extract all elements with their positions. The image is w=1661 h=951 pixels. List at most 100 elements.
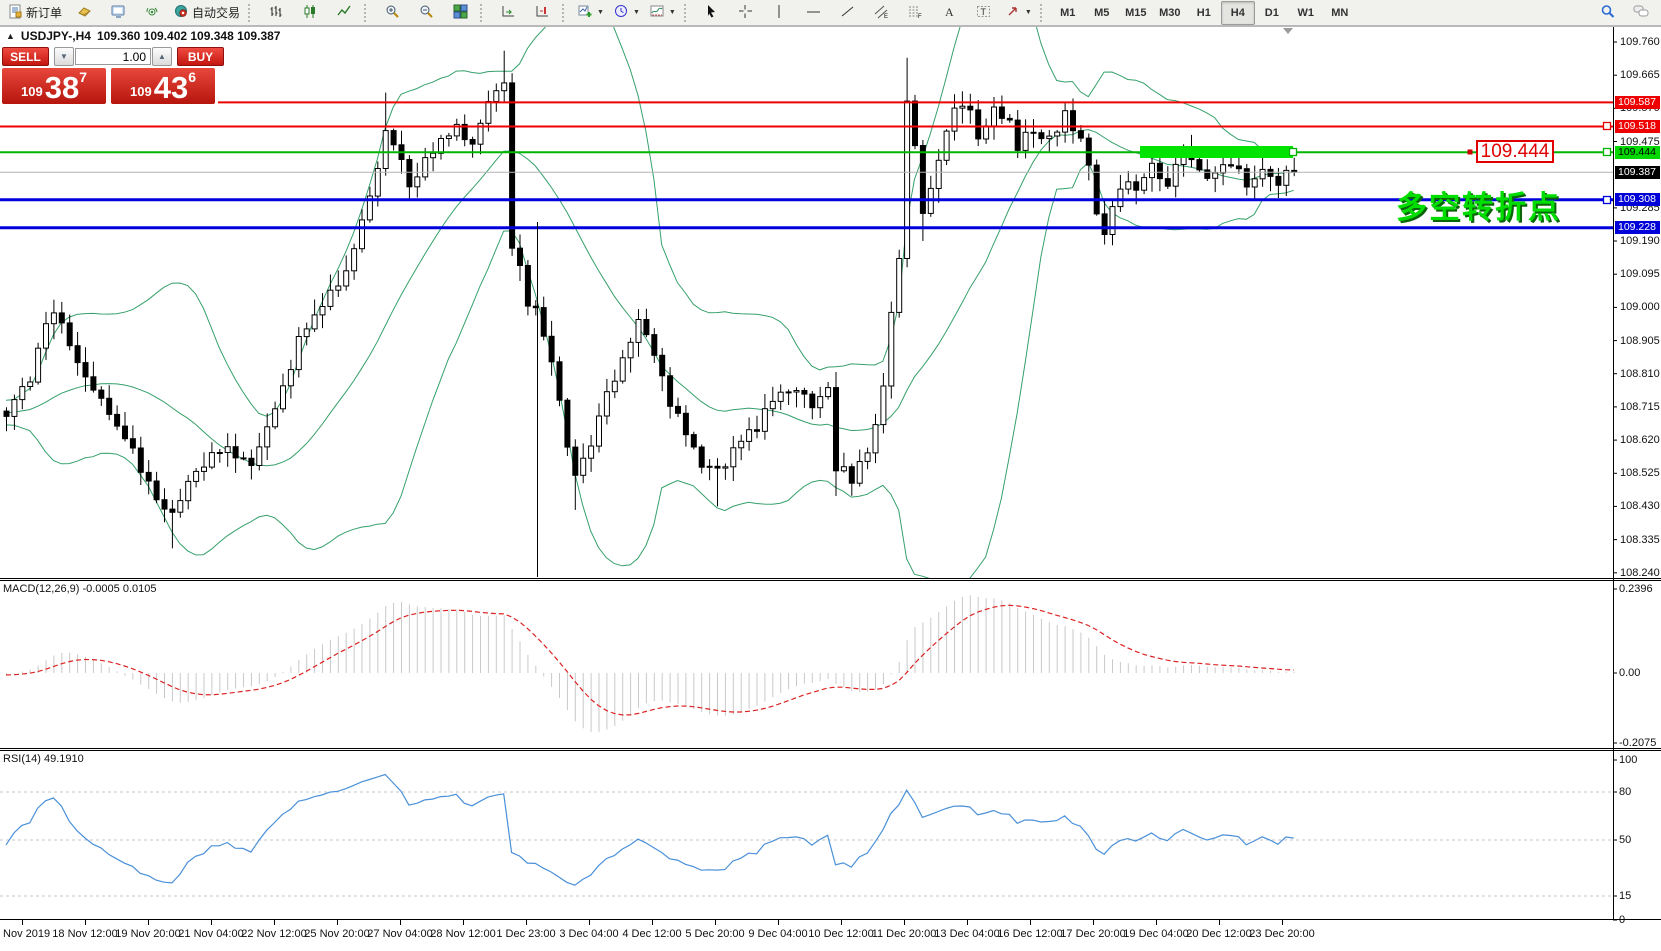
clock-icon: [614, 4, 629, 22]
cursor-button[interactable]: [695, 1, 729, 25]
candle-body: [548, 335, 555, 363]
macd-tick-label: -0.2075: [1619, 737, 1657, 749]
time-tick-label: 27 Nov 04:00: [367, 928, 433, 940]
candle-body: [998, 106, 1005, 119]
timeframe-h1-button[interactable]: H1: [1196, 6, 1211, 19]
label-icon: T: [976, 4, 991, 22]
price-tick-label: 108.335: [1620, 533, 1660, 546]
line-anchor-handle[interactable]: [1467, 149, 1473, 155]
text-button[interactable]: A: [933, 1, 967, 25]
sell-price-display[interactable]: 109 38 7: [2, 68, 106, 104]
timeframe-m30-button[interactable]: M30: [1159, 6, 1181, 19]
candle-body: [896, 258, 903, 313]
auto-trading-button[interactable]: 自动交易: [169, 1, 245, 25]
template-icon: [650, 4, 665, 22]
templates-dropdown[interactable]: ▼: [645, 1, 681, 25]
candle-body: [374, 168, 381, 197]
terminal-button[interactable]: [101, 1, 135, 25]
volume-down-button[interactable]: ▼: [54, 47, 74, 66]
tile-icon: [453, 4, 468, 22]
text-icon: A: [942, 4, 957, 22]
time-tick-label: 9 Dec 04:00: [748, 928, 808, 940]
metaeditor-button[interactable]: [67, 1, 101, 25]
new-chart-dropdown[interactable]: ▼: [573, 1, 609, 25]
line-anchor-handle[interactable]: [1602, 121, 1612, 131]
crosshair-button[interactable]: [729, 1, 763, 25]
price-text-label[interactable]: 109.444: [1476, 140, 1554, 163]
candle-body: [1109, 206, 1116, 236]
highlight-bar[interactable]: [1140, 146, 1293, 158]
candle-body: [1125, 181, 1132, 190]
vline-button[interactable]: [763, 1, 797, 25]
price-tick-label: 109.190: [1620, 235, 1660, 248]
arrows-dropdown[interactable]: ▼: [1001, 1, 1037, 25]
periods-dropdown[interactable]: ▼: [609, 1, 645, 25]
channel-button[interactable]: E: [865, 1, 899, 25]
candle-body: [509, 82, 516, 249]
candle-body: [1014, 119, 1021, 151]
volume-up-button[interactable]: ▲: [152, 47, 172, 66]
candle-body: [935, 159, 942, 190]
line-anchor-handle[interactable]: [1602, 195, 1612, 205]
line-anchor-handle[interactable]: [1288, 147, 1298, 157]
buy-price-display[interactable]: 109 43 6: [111, 68, 215, 104]
toolbar-grip: [562, 3, 570, 22]
zoom-in-button[interactable]: [375, 1, 409, 25]
timeframe-m15-button[interactable]: M15: [1125, 6, 1147, 19]
timeframe-h4-button[interactable]: H4: [1220, 0, 1255, 25]
sell-button[interactable]: SELL: [2, 47, 49, 66]
price-tick-label: 108.905: [1620, 334, 1660, 347]
strategy-tester-button[interactable]: [135, 1, 169, 25]
candle-body: [754, 429, 760, 432]
pivot-annotation-text[interactable]: 多空转折点: [1396, 190, 1561, 225]
candle-body: [951, 107, 958, 132]
timeframe-mn-button[interactable]: MN: [1331, 6, 1349, 19]
price-tick-label: 109.665: [1620, 69, 1660, 82]
autotrade-icon: [174, 4, 189, 22]
volume-input[interactable]: [75, 48, 151, 65]
candle-body: [1204, 169, 1211, 179]
price-level-tag: 109.444: [1615, 145, 1660, 159]
candle-chart-button[interactable]: [293, 1, 327, 25]
new-order-button[interactable]: 新订单: [3, 1, 67, 25]
label-button[interactable]: T: [967, 1, 1001, 25]
candle-body: [517, 247, 523, 266]
search-button[interactable]: [1590, 1, 1624, 25]
timeframe-d1-button[interactable]: D1: [1264, 6, 1279, 19]
line-anchor-handle[interactable]: [1602, 147, 1612, 157]
candle-body: [145, 471, 152, 482]
candle-body: [240, 457, 247, 460]
fibo-icon: F: [908, 4, 923, 22]
bar-chart-button[interactable]: [259, 1, 293, 25]
toolbar-grip: [1039, 3, 1048, 22]
timeframe-m1-button[interactable]: M1: [1060, 6, 1076, 19]
time-tick-label: 10 Dec 12:00: [808, 928, 874, 940]
toolbar-grip: [683, 3, 692, 22]
fibo-button[interactable]: F: [899, 1, 933, 25]
line-chart-button[interactable]: [327, 1, 361, 25]
zoom-out-button[interactable]: [409, 1, 443, 25]
hline-button[interactable]: [797, 1, 831, 25]
sell-price-base: 109: [21, 84, 43, 99]
auto-scroll-button[interactable]: [491, 1, 525, 25]
candle-body: [611, 380, 618, 393]
chart-shift-button[interactable]: [525, 1, 559, 25]
candle-body: [232, 446, 239, 459]
candle-body: [943, 130, 950, 161]
candle-body: [493, 90, 500, 102]
tile-windows-button[interactable]: [443, 1, 477, 25]
chat-button[interactable]: [1624, 1, 1658, 25]
collapse-panel-icon[interactable]: ▲: [6, 31, 15, 41]
price-tick-label: 108.715: [1620, 400, 1660, 413]
candle-body: [698, 446, 705, 468]
candle-body: [414, 176, 421, 188]
trendline-button[interactable]: [831, 1, 865, 25]
buy-button[interactable]: BUY: [177, 47, 224, 66]
chart-shift-marker[interactable]: [1283, 28, 1293, 34]
timeframe-m5-button[interactable]: M5: [1094, 6, 1110, 19]
timeframe-w1-button[interactable]: W1: [1297, 6, 1315, 19]
candle-body: [3, 410, 10, 417]
linechart-icon: [336, 4, 352, 22]
candle-body: [588, 445, 595, 459]
